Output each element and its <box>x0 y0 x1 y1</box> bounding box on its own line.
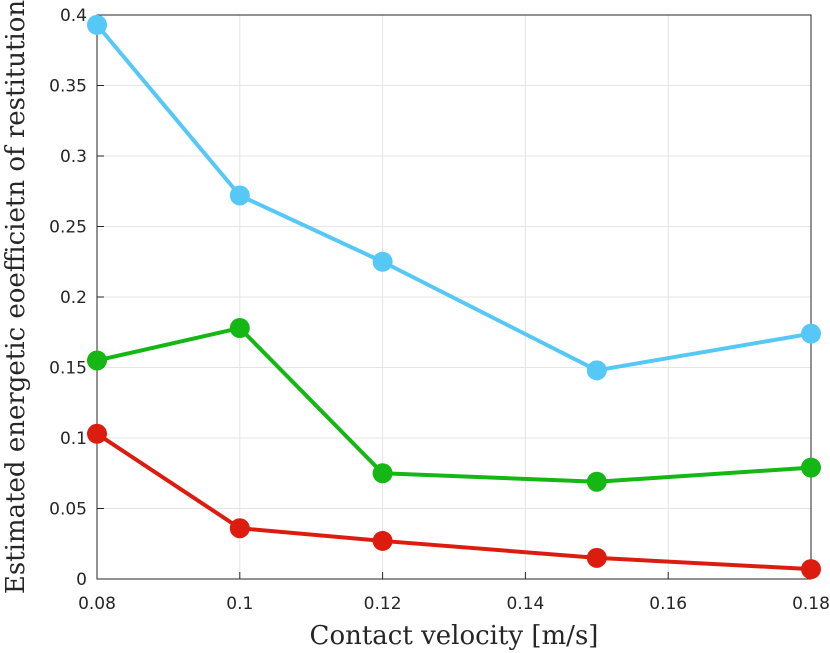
series-red <box>87 423 821 580</box>
x-axis-ticks: 0.08 0.1 0.12 0.14 0.16 0.18 <box>78 572 830 614</box>
data-point <box>372 530 393 551</box>
data-point <box>229 318 250 339</box>
series-line <box>95 23 812 373</box>
data-point <box>87 423 107 444</box>
y-tick-label: 0.15 <box>49 359 87 379</box>
data-point <box>229 185 250 206</box>
x-tick-label: 0.16 <box>649 594 687 614</box>
y-tick-label: 0.4 <box>60 6 87 26</box>
data-point <box>801 559 821 580</box>
data-point <box>586 547 607 568</box>
x-tick-label: 0.14 <box>506 594 544 614</box>
data-point <box>586 471 607 492</box>
y-tick-label: 0.35 <box>49 77 87 97</box>
y-tick-label: 0.25 <box>49 218 87 238</box>
data-point <box>229 518 250 539</box>
x-tick-label: 0.08 <box>78 594 116 614</box>
series <box>87 14 821 580</box>
data-point <box>372 463 393 484</box>
y-tick-label: 0.3 <box>60 147 87 167</box>
data-point <box>801 457 821 478</box>
data-point <box>586 360 607 381</box>
y-tick-label: 0.05 <box>49 500 87 520</box>
y-tick-label: 0 <box>76 570 87 590</box>
x-tick-label: 0.18 <box>792 594 830 614</box>
data-point <box>87 350 107 371</box>
y-tick-label: 0.1 <box>60 429 87 449</box>
data-point <box>372 251 393 272</box>
x-axis-label: Contact velocity [m/s] <box>310 621 599 651</box>
data-point <box>801 323 821 344</box>
data-point <box>87 14 107 35</box>
series-light-blue <box>87 14 821 381</box>
y-axis-label: Estimated energetic eoefficietn of resti… <box>1 0 31 594</box>
series-line <box>95 432 812 572</box>
x-tick-label: 0.12 <box>364 594 402 614</box>
y-axis-ticks: 0 0.05 0.1 0.15 0.2 0.25 0.3 0.35 0.4 <box>49 6 104 590</box>
x-tick-label: 0.1 <box>226 594 253 614</box>
series-green <box>87 318 821 492</box>
y-tick-label: 0.2 <box>60 288 87 308</box>
